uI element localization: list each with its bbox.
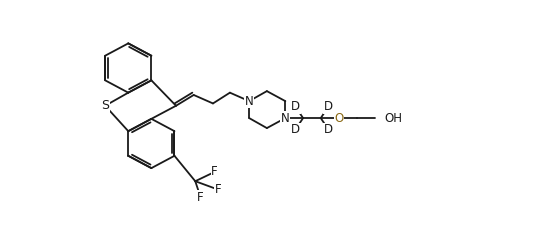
Text: D: D [291, 123, 300, 136]
Text: F: F [211, 166, 218, 178]
Text: N: N [281, 112, 290, 124]
Text: F: F [215, 183, 221, 196]
Text: D: D [324, 123, 333, 136]
Text: D: D [291, 100, 300, 113]
Text: O: O [334, 112, 344, 124]
Text: F: F [197, 191, 204, 204]
Text: S: S [101, 99, 109, 112]
Text: N: N [245, 95, 254, 108]
Text: D: D [324, 100, 333, 113]
Text: OH: OH [384, 112, 402, 124]
